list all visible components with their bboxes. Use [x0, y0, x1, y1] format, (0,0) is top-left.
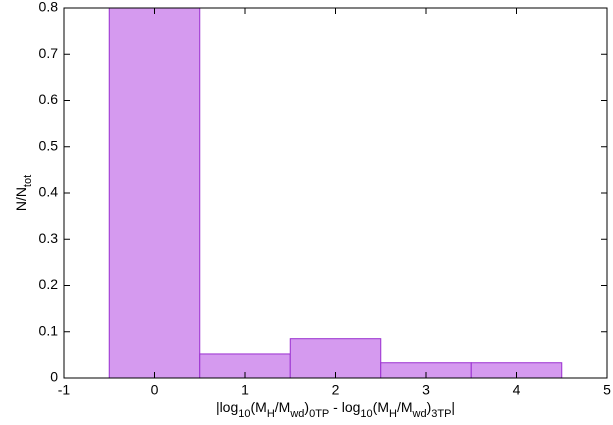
y-tick-label: 0.1: [39, 322, 59, 338]
x-axis-label-part: wd: [412, 408, 427, 420]
x-axis-label-part: 10: [360, 408, 372, 420]
x-tick-label: 4: [513, 382, 521, 398]
x-axis-label-part: /M: [275, 399, 291, 415]
x-tick-label: 2: [332, 382, 340, 398]
bar: [289, 338, 382, 379]
y-tick-label: 0.5: [39, 137, 59, 153]
x-axis-label-part: ): [427, 399, 432, 415]
x-axis-label-part: 3TP: [431, 408, 451, 420]
y-tick-label: 0: [50, 369, 58, 385]
y-tick-label: 0.2: [39, 276, 59, 292]
x-axis-label-part: - log: [329, 399, 360, 415]
x-axis-label-part: H: [267, 408, 275, 420]
y-tick-label: 0.7: [39, 45, 59, 61]
x-axis-label-part: |: [451, 399, 455, 415]
y-axis-label-part: N/N: [13, 187, 29, 211]
y-tick-label: 0.8: [39, 0, 59, 15]
x-axis-label-part: 10: [238, 408, 250, 420]
x-axis-label-part: 0TP: [309, 408, 329, 420]
x-axis-label-part: /M: [397, 399, 413, 415]
x-axis-label-part: (M: [251, 399, 267, 415]
x-tick-label: 5: [603, 382, 611, 398]
x-tick-label: 1: [241, 382, 249, 398]
y-tick-label: 0.3: [39, 230, 59, 246]
x-tick-label: -1: [58, 382, 71, 398]
x-axis-label-part: |log: [216, 399, 238, 415]
x-axis-label-part: wd: [289, 408, 304, 420]
y-axis-label: N/Ntot: [13, 175, 34, 211]
bar: [108, 7, 201, 379]
y-tick-label: 0.6: [39, 91, 59, 107]
y-tick-label: 0.4: [39, 184, 59, 200]
x-axis-label-part: H: [389, 408, 397, 420]
x-tick-label: 3: [422, 382, 430, 398]
x-axis-label-part: ): [304, 399, 309, 415]
x-axis-label: |log10(MH/Mwd)0TP - log10(MH/Mwd)3TP|: [216, 399, 455, 420]
x-tick-label: 0: [151, 382, 159, 398]
y-axis-label-part: tot: [22, 175, 34, 187]
x-axis-label-part: (M: [373, 399, 389, 415]
